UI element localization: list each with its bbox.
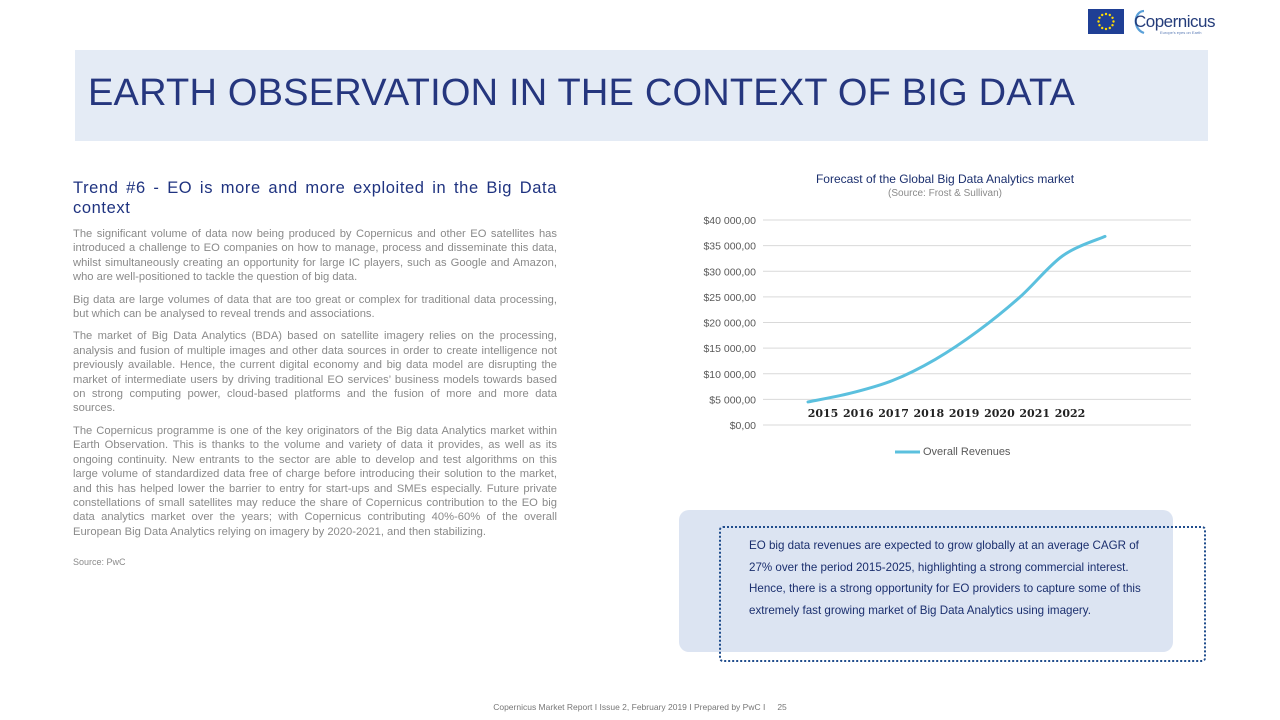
y-tick-label: $15 000,00 <box>703 343 756 355</box>
page-number: 25 <box>777 702 787 712</box>
page-title: EARTH OBSERVATION IN THE CONTEXT OF BIG … <box>88 72 1076 114</box>
series-line-overall-revenues <box>806 234 1107 404</box>
footer: Copernicus Market Report I Issue 2, Febr… <box>0 702 1280 712</box>
callout-background <box>679 510 1173 652</box>
trend-heading: Trend #6 - EO is more and more exploited… <box>73 179 557 217</box>
x-tick-label: 2016 <box>843 407 874 420</box>
y-tick-label: $5 000,00 <box>709 394 756 406</box>
copernicus-swoosh-icon <box>1134 9 1145 35</box>
chart-subtitle: (Source: Frost & Sullivan) <box>888 188 1002 199</box>
y-tick-label: $25 000,00 <box>703 292 756 304</box>
y-tick-label: $10 000,00 <box>703 369 756 381</box>
trend-paragraph: The significant volume of data now being… <box>73 228 557 284</box>
x-tick-label: 2021 <box>1019 407 1050 420</box>
footer-text: Copernicus Market Report I Issue 2, Febr… <box>493 702 766 712</box>
trend-paragraph: The Copernicus programme is one of the k… <box>73 424 557 538</box>
y-tick-label: $20 000,00 <box>703 318 756 330</box>
callout-frame <box>719 526 1206 662</box>
chart-title: Forecast of the Global Big Data Analytic… <box>816 172 1075 186</box>
eu-flag-icon <box>1088 9 1124 34</box>
legend-label: Overall Revenues <box>923 446 1011 458</box>
x-tick-label: 2015 <box>808 407 839 420</box>
logo-tagline: Europe's eyes on Earth <box>1160 30 1202 35</box>
title-band: EARTH OBSERVATION IN THE CONTEXT OF BIG … <box>75 50 1208 141</box>
chart-svg: Forecast of the Global Big Data Analytic… <box>703 172 1191 458</box>
y-tick-label: $0,00 <box>730 420 756 432</box>
revenue-chart: Forecast of the Global Big Data Analytic… <box>688 165 1208 465</box>
y-tick-label: $30 000,00 <box>703 266 756 278</box>
callout-text: EO big data revenues are expected to gro… <box>749 539 1141 617</box>
x-tick-label: 2018 <box>914 407 945 420</box>
x-tick-label: 2017 <box>878 407 909 420</box>
x-tick-label: 2022 <box>1055 407 1086 420</box>
logo-text: Copernicus <box>1134 12 1216 31</box>
source-note: Source: PwC <box>73 557 126 568</box>
trend-section: Trend #6 - EO is more and more exploited… <box>73 178 557 567</box>
trend-paragraph: Big data are large volumes of data that … <box>73 293 557 321</box>
y-tick-label: $35 000,00 <box>703 241 756 253</box>
trend-paragraph: The market of Big Data Analytics (BDA) b… <box>73 330 557 415</box>
y-tick-label: $40 000,00 <box>703 215 756 227</box>
x-tick-label: 2020 <box>984 407 1015 420</box>
copernicus-logo: Copernicus Europe's eyes on Earth <box>1088 9 1216 37</box>
x-tick-label: 2019 <box>949 407 980 420</box>
